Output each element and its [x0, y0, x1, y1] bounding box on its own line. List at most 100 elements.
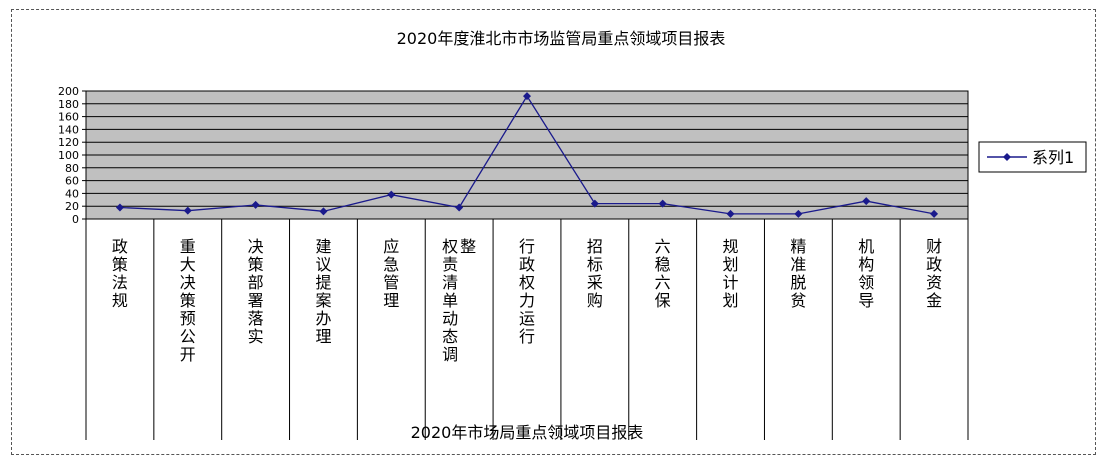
x-category-char: 应	[383, 237, 399, 256]
x-category-char: 财	[926, 237, 942, 256]
x-category-char: 实	[248, 327, 264, 346]
x-category-char: 责	[442, 255, 458, 274]
x-category-char: 划	[723, 255, 739, 274]
x-category-char: 规	[112, 291, 128, 310]
x-category-char: 大	[180, 255, 196, 274]
y-tick-label: 0	[72, 213, 79, 226]
data-point-marker	[115, 203, 124, 212]
data-point-marker	[523, 92, 531, 101]
x-category-char: 开	[180, 345, 196, 364]
x-category-char: 理	[383, 291, 399, 310]
x-category-char: 提	[315, 273, 331, 292]
x-category-char: 标	[587, 255, 603, 274]
x-category-char: 资	[926, 273, 942, 292]
y-tick-label: 100	[58, 149, 79, 162]
x-category-char: 策	[248, 255, 264, 274]
x-category-char: 稳	[655, 255, 671, 274]
x-category-char: 贫	[790, 291, 806, 310]
x-category-char: 部	[248, 273, 264, 292]
x-category-char: 招	[587, 237, 603, 256]
chart-title: 2020年度淮北市市场监管局重点领域项目报表	[397, 29, 726, 48]
chart-svg: 2020年度淮北市市场监管局重点领域项目报表 02040608010012014…	[58, 29, 1087, 442]
data-point-marker	[658, 199, 667, 208]
x-category-char: 法	[112, 273, 128, 292]
x-category-char: 整	[460, 237, 476, 256]
data-point-marker	[590, 199, 599, 208]
y-tick-label: 20	[65, 200, 79, 213]
x-category-char: 机	[858, 237, 874, 256]
x-category-char: 采	[587, 273, 603, 292]
y-tick-label: 40	[65, 187, 79, 200]
x-category-char: 态	[442, 327, 458, 346]
x-category-char: 重	[180, 237, 196, 256]
chart-frame: 2020年度淮北市市场监管局重点领域项目报表 0 20 40 60 80 100 120 14…	[11, 9, 1096, 455]
x-category-char: 构	[858, 255, 874, 274]
x-category-char: 策	[112, 255, 128, 274]
data-point-marker	[183, 206, 192, 215]
x-category-char: 权	[442, 237, 458, 256]
data-point-marker	[387, 190, 396, 199]
y-tick-label: 140	[58, 123, 79, 136]
x-category-char: 脱	[790, 273, 806, 292]
x-category-char: 单	[442, 291, 458, 310]
x-category-char: 精	[790, 237, 806, 256]
x-axis-title: 2020年市场局重点领域项目报表	[411, 423, 644, 442]
x-category-char: 办	[315, 309, 331, 328]
data-point-marker	[862, 197, 871, 206]
x-category-char: 理	[315, 327, 331, 346]
x-category-char: 动	[442, 309, 458, 328]
x-category-char: 预	[180, 309, 196, 328]
data-point-marker	[726, 209, 735, 218]
x-category-char: 六	[655, 273, 671, 292]
x-category-char: 管	[383, 273, 399, 292]
x-category-char: 落	[248, 309, 264, 328]
y-tick-label: 180	[58, 98, 79, 111]
x-category-char: 政	[112, 237, 128, 256]
x-category-char: 六	[655, 237, 671, 256]
x-category-char: 导	[858, 291, 874, 310]
x-category-char: 调	[442, 345, 458, 364]
x-category-char: 购	[587, 291, 603, 310]
x-category-char: 金	[926, 291, 942, 310]
x-category-char: 决	[180, 273, 196, 292]
y-tick-label: 160	[58, 111, 79, 124]
x-category-char: 决	[248, 237, 264, 256]
data-point-marker	[319, 207, 328, 216]
x-category-char: 保	[655, 291, 671, 310]
x-category-char: 署	[248, 291, 264, 310]
x-category-char: 计	[723, 273, 739, 292]
x-category-char: 准	[790, 255, 806, 274]
data-point-marker	[794, 209, 803, 218]
x-category-char: 政	[519, 255, 535, 274]
x-category-char: 清	[442, 273, 458, 292]
x-category-char: 公	[180, 327, 196, 346]
data-point-marker	[251, 200, 260, 209]
x-category-char: 急	[383, 255, 399, 274]
x-category-char: 规	[723, 237, 739, 256]
x-category-char: 议	[315, 255, 331, 274]
x-category-char: 力	[519, 291, 535, 310]
x-category-char: 划	[723, 291, 739, 310]
legend: 系列1	[978, 141, 1087, 173]
x-category-char: 行	[519, 237, 535, 256]
y-tick-label: 60	[65, 175, 79, 188]
y-tick-label: 120	[58, 136, 79, 149]
x-category-char: 领	[858, 273, 874, 292]
legend-diamond-marker	[1003, 153, 1011, 161]
x-category-char: 行	[519, 327, 535, 346]
x-category-char: 案	[315, 291, 331, 310]
y-tick-label: 80	[65, 162, 79, 175]
